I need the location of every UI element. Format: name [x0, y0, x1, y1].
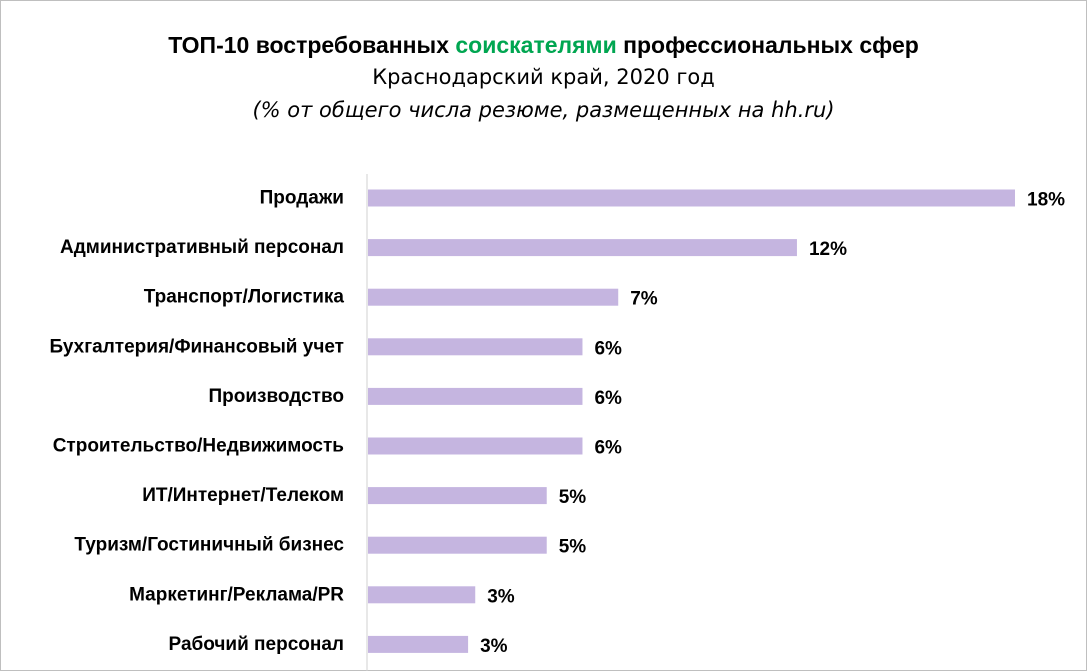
category-label: ИТ/Интернет/Телеком [142, 485, 344, 506]
chart-subtitle: Краснодарский край, 2020 год [372, 65, 715, 89]
chart-header: ТОП-10 востребованных соискателями профе… [0, 30, 1087, 125]
data-label: 3% [487, 586, 515, 607]
bar [368, 387, 583, 405]
category-label: Маркетинг/Реклама/PR [129, 584, 344, 605]
bar [368, 635, 469, 653]
category-label: Туризм/Гостиничный бизнес [74, 535, 344, 556]
bar [368, 239, 797, 257]
category-label: Транспорт/Логистика [144, 287, 345, 308]
chart-note: (% от общего числа резюме, размещенных н… [252, 98, 835, 122]
bar [368, 288, 619, 306]
bar [368, 487, 547, 505]
title-part-3: профессиональных сфер [616, 32, 919, 58]
data-label: 6% [594, 338, 622, 359]
data-label: 5% [559, 487, 587, 508]
data-label: 12% [809, 239, 847, 260]
bar [368, 338, 583, 356]
chart-title: ТОП-10 востребованных соискателями профе… [0, 30, 1087, 60]
category-label: Продажи [260, 188, 344, 209]
data-label: 18% [1027, 190, 1065, 211]
category-label: Рабочий персонал [169, 634, 344, 655]
category-label: Административный персонал [60, 237, 344, 258]
bar [368, 586, 476, 604]
bar [368, 536, 547, 554]
data-label: 6% [594, 388, 622, 409]
category-label: Строительство/Недвижимость [53, 436, 344, 457]
category-label: Бухгалтерия/Финансовый учет [49, 336, 344, 357]
bar [368, 437, 583, 455]
category-label: Производство [209, 386, 345, 407]
data-label: 3% [480, 636, 508, 657]
title-part-1: ТОП-10 востребованных [168, 32, 456, 58]
title-accent-word: соискателями [455, 32, 617, 58]
data-label: 5% [559, 537, 587, 558]
data-label: 7% [630, 289, 658, 310]
bar [368, 189, 1015, 207]
data-label: 6% [594, 438, 622, 459]
